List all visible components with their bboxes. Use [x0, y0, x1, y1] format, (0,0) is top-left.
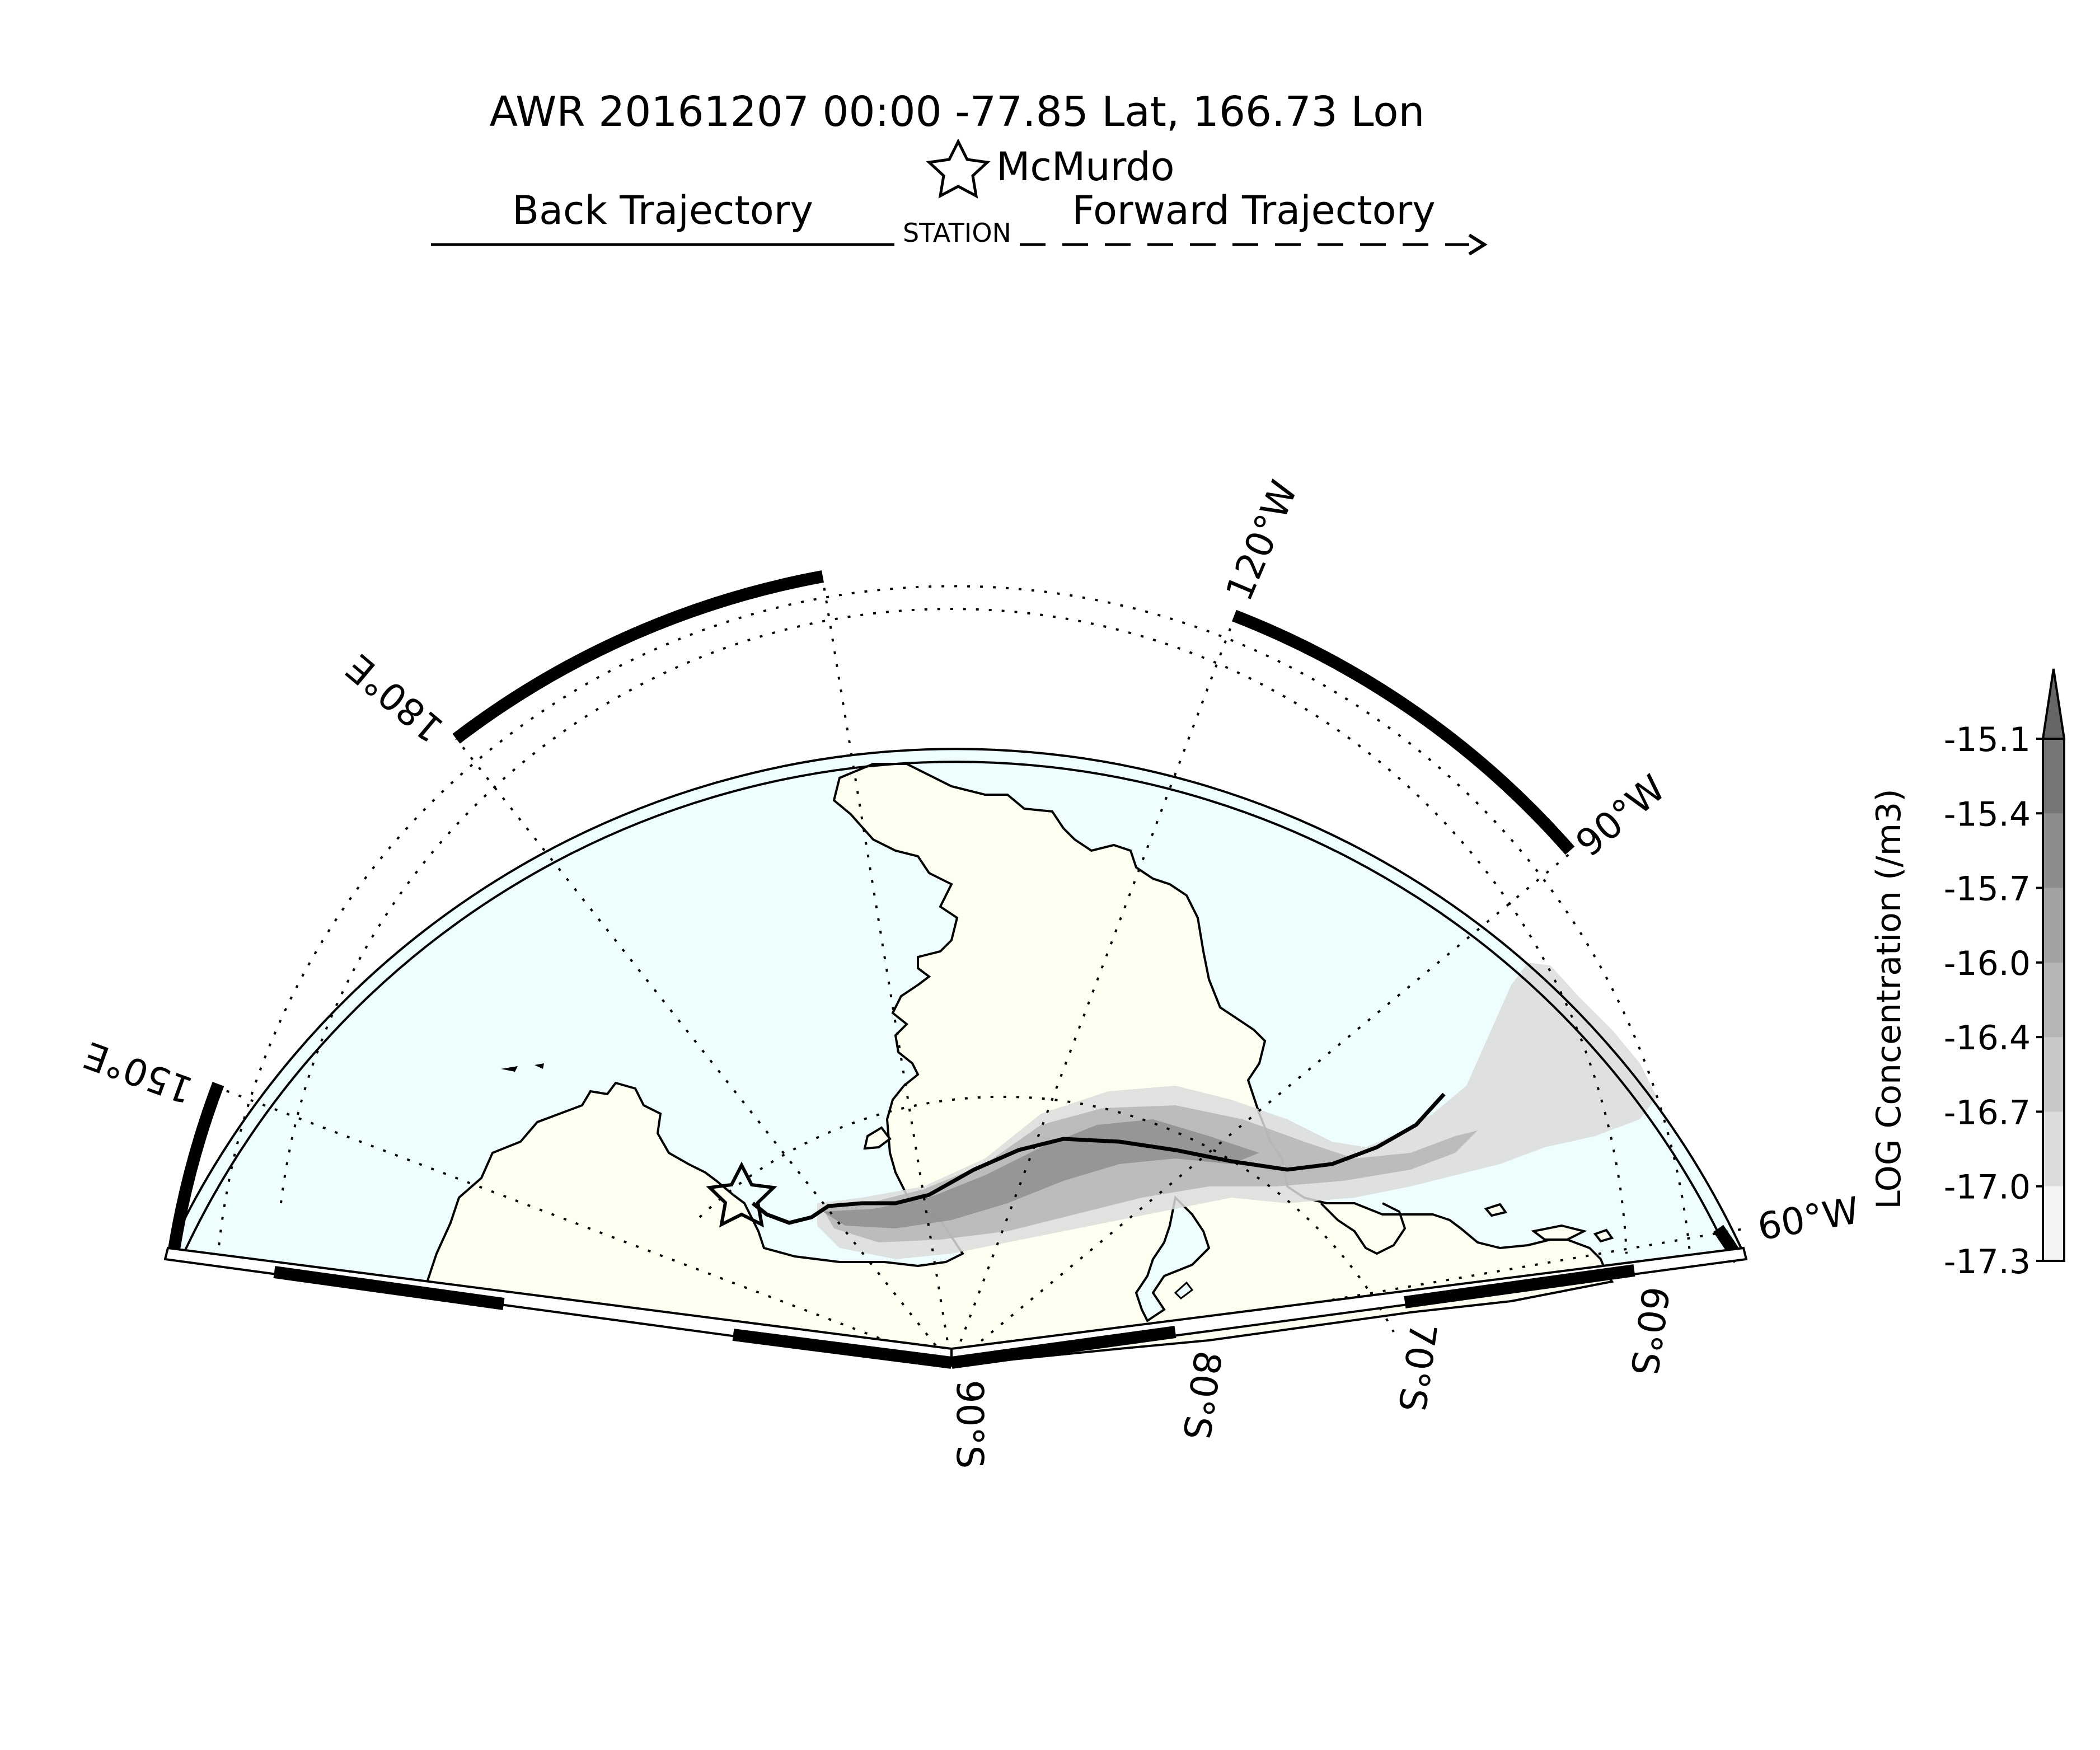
lon-label-90w: 90°W: [1568, 767, 1674, 865]
ross-ice-shelf-inlet: [1135, 1195, 1211, 1322]
lon-label-180e: 180°E: [338, 645, 452, 750]
lat-label-80s: 80°S: [1174, 1348, 1229, 1442]
station-legend-label: STATION: [903, 218, 1011, 248]
lon-label-150e: 150°E: [78, 1033, 199, 1112]
forward-trajectory-label: Forward Trajectory: [1072, 187, 1435, 233]
colorbar-tick-label: -16.0: [1944, 944, 2031, 983]
star-icon: [926, 138, 991, 199]
island-4: [1484, 1203, 1508, 1217]
colorbar-tick-label: -17.3: [1944, 1242, 2031, 1282]
frame-black-arc-1: [166, 1082, 224, 1261]
colorbar-tick-label: -15.1: [1944, 720, 2031, 759]
meridian-150e: [212, 1085, 952, 1367]
colorbar-tick-label: -16.7: [1944, 1093, 2031, 1132]
colorbar-ticks: -15.1 -15.4 -15.7 -16.0 -16.4 -16.7 -17.0 -17.3: [1944, 720, 2043, 1282]
colorbar-segment: [2043, 1037, 2064, 1113]
colorbar-segment: [2043, 739, 2064, 814]
figure-header: AWR 20161207 00:00 -77.85 Lat, 166.73 Lo…: [431, 88, 1488, 256]
colorbar-extend-triangle: [2041, 668, 2066, 740]
back-trajectory-label: Back Trajectory: [512, 187, 813, 233]
frame-outer-arc: [164, 748, 1747, 1260]
station-star-icon: [706, 1161, 777, 1228]
colorbar-tick-label: -15.7: [1944, 870, 2031, 909]
coastline-inlet-east: [1320, 1202, 1407, 1255]
station-legend: McMurdo: [926, 138, 1174, 199]
colorbar-tick-label: -16.4: [1944, 1019, 2031, 1058]
colorbar-segment: [2043, 813, 2064, 889]
colorbar-label: LOG Concentration (/m3): [1869, 789, 1909, 1209]
colorbar-outline: [2042, 738, 2065, 1262]
graticule: [212, 579, 1747, 1367]
lon-label-120w: 120°W: [1217, 475, 1306, 607]
colorbar-segment: [2043, 1186, 2064, 1261]
colorbar: -15.1 -15.4 -15.7 -16.0 -16.4 -16.7 -17.0 -17.3…: [1869, 668, 2066, 1282]
meridian-90w: [950, 852, 1571, 1367]
frame-inner-arc: [179, 761, 1733, 1261]
lat-label-70s: 70°S: [1390, 1320, 1445, 1414]
colorbar-tick-label: -15.4: [1944, 795, 2031, 834]
figure-title: AWR 20161207 00:00 -77.85 Lat, 166.73 Lo…: [490, 88, 1425, 136]
arrow-right-icon: [1468, 233, 1488, 256]
frame-segment-4: [1404, 1264, 1635, 1308]
parallel-70s: [280, 608, 1628, 1254]
frame-black-arc-3: [1232, 609, 1575, 855]
frame-black-arc-2: [452, 570, 824, 744]
meridian-120w: [950, 618, 1235, 1366]
frame-segment-1: [273, 1266, 505, 1310]
island-7: [1174, 1281, 1194, 1299]
frame-segment-3: [950, 1326, 1176, 1369]
station-name: McMurdo: [996, 144, 1174, 190]
island-6: [535, 1063, 544, 1069]
map-frame: [163, 570, 1748, 1369]
island-5: [501, 1066, 518, 1072]
colorbar-segments: [2043, 739, 2064, 1261]
lon-label-60w: 60°W: [1755, 1189, 1863, 1249]
meridian-180: [455, 738, 953, 1367]
frame-segment-2: [732, 1329, 953, 1369]
polar-map: 150°E 180°E 150°W 120°W 90°W 60°W 90°S 8…: [0, 0, 1863, 1469]
meridian-60w: [951, 1227, 1747, 1367]
colorbar-tick-label: -17.0: [1944, 1168, 2031, 1207]
island-2: [1531, 1224, 1587, 1241]
colorbar-segment: [2043, 888, 2064, 963]
colorbar-segment: [2043, 962, 2064, 1038]
trajectory-line: [751, 1092, 1446, 1225]
island-1: [863, 1126, 892, 1150]
lat-label-90s: 90°S: [948, 1380, 991, 1469]
island-3: [1593, 1228, 1614, 1243]
lat-label-60s: 60°S: [1622, 1284, 1677, 1378]
lon-label-150w: 150°W: [0, 0, 63, 9]
colorbar-segment: [2043, 1111, 2064, 1187]
